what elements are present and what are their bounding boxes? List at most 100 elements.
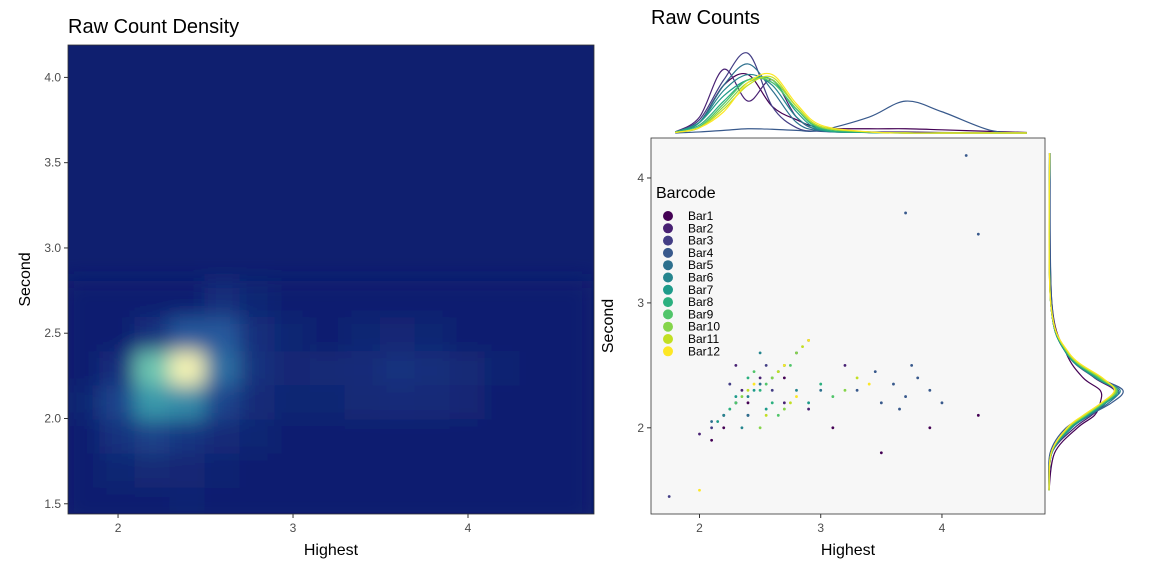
top-density [675, 73, 1027, 134]
legend-label: Bar9 [688, 307, 714, 321]
density-cell [344, 485, 382, 514]
legend-swatch [663, 309, 673, 320]
density-cell [519, 383, 557, 420]
density-cell [134, 315, 172, 352]
density-cell [414, 281, 452, 318]
point [855, 388, 859, 392]
point [746, 413, 750, 417]
y-tick-label: 3 [637, 296, 644, 310]
density-cell [449, 485, 487, 514]
density-cell [379, 349, 417, 386]
y-tick-label: 4.0 [44, 70, 61, 84]
density-cell [169, 315, 207, 352]
density-cell [68, 315, 102, 352]
density-cell [204, 349, 242, 386]
density-cell [204, 281, 242, 318]
point [898, 407, 901, 411]
legend-swatch [663, 223, 673, 234]
density-cell [449, 383, 487, 420]
point [734, 363, 738, 367]
point [879, 401, 883, 405]
legend-label: Bar1 [688, 209, 714, 223]
density-cell [484, 485, 522, 514]
density-cell [169, 349, 207, 386]
point [770, 388, 774, 392]
point [928, 388, 932, 392]
point [801, 345, 804, 349]
density-cell [554, 485, 592, 514]
density-cell [309, 451, 347, 488]
legend-label: Bar2 [688, 221, 714, 235]
density-cell [344, 383, 382, 420]
right-density [1048, 152, 1116, 491]
density-cell [309, 315, 347, 352]
density-cell [309, 349, 347, 386]
x-tick-label: 4 [465, 521, 472, 535]
density-cell [99, 349, 137, 386]
density-cell [204, 485, 242, 514]
point [964, 154, 968, 157]
density-cell [554, 315, 592, 352]
density-cell [274, 349, 312, 386]
density-cell [99, 315, 137, 352]
y-tick-label: 2.5 [44, 326, 61, 340]
density-cell [99, 417, 137, 454]
density-cell [379, 485, 417, 514]
chart-title: Raw Counts [651, 7, 760, 29]
density-cell [68, 349, 102, 386]
density-cell [134, 349, 172, 386]
density-cell [519, 417, 557, 454]
legend-swatch [663, 321, 673, 332]
point [843, 388, 847, 392]
density-cell [274, 417, 312, 454]
density-cell [134, 451, 172, 488]
legend-swatch [663, 346, 673, 357]
density-cell [169, 417, 207, 454]
point [976, 232, 980, 236]
point [728, 382, 732, 386]
point [734, 395, 738, 398]
point [770, 401, 774, 405]
point [740, 395, 744, 398]
point [716, 420, 720, 423]
point [782, 376, 786, 380]
point [740, 426, 744, 430]
legend-label: Bar5 [688, 258, 714, 272]
point [746, 388, 750, 392]
legend-label: Bar3 [688, 234, 714, 248]
point [776, 370, 780, 373]
point [758, 351, 762, 355]
density-cell [344, 417, 382, 454]
density-cell [554, 383, 592, 420]
panel-background [651, 138, 1045, 514]
density-cell [274, 315, 312, 352]
x-tick-label: 2 [696, 521, 703, 535]
legend-swatch [663, 247, 673, 258]
density-cell [484, 383, 522, 420]
density-cell [344, 281, 382, 318]
right-density [1047, 152, 1124, 491]
right-density [1048, 152, 1118, 491]
density-cell [414, 417, 452, 454]
legend-swatch [663, 297, 673, 308]
point [698, 432, 701, 436]
density-cell [484, 417, 522, 454]
y-tick-label: 3.5 [44, 156, 61, 170]
point [710, 426, 714, 430]
x-tick-label: 3 [817, 521, 824, 535]
density-cell [169, 383, 207, 420]
density-cell [414, 485, 452, 514]
points [667, 154, 980, 498]
point [746, 376, 750, 380]
x-axis-title: Highest [304, 542, 359, 559]
point [758, 388, 762, 392]
density-cell [414, 315, 452, 352]
point [722, 413, 726, 417]
density-cell [274, 383, 312, 420]
point [740, 388, 744, 392]
point [698, 488, 701, 492]
point [776, 413, 780, 417]
density-cell [99, 485, 137, 514]
point [831, 426, 835, 430]
density-cell [169, 485, 207, 514]
